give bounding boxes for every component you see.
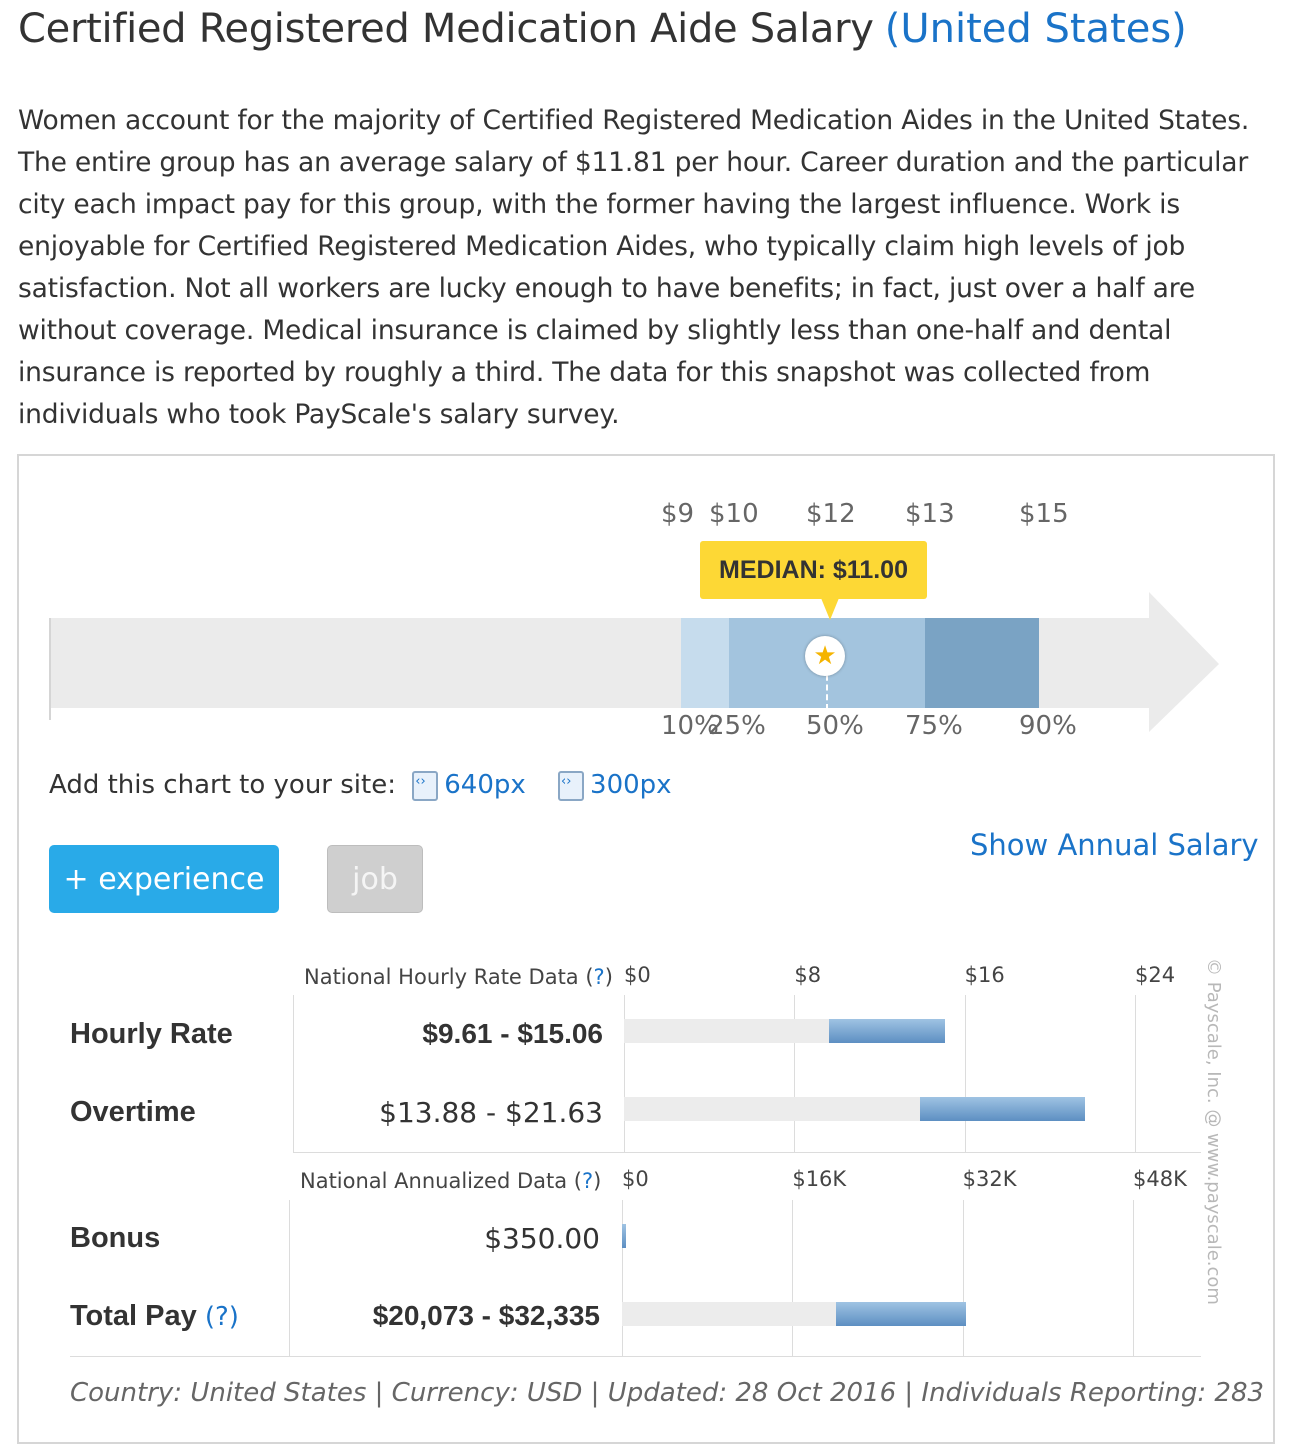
arrow-left-edge xyxy=(49,618,51,720)
title-text: Certified Registered Medication Aide Sal… xyxy=(18,6,874,52)
total-pay-text: Total Pay xyxy=(70,1300,197,1332)
embed-640-label: 640px xyxy=(444,770,526,800)
axis-tick-label: $0 xyxy=(624,963,651,987)
embed-label: Add this chart to your site: xyxy=(49,770,396,800)
grid-line xyxy=(1135,995,1136,1153)
grid-line xyxy=(624,995,625,1153)
embed-code-icon xyxy=(412,770,439,801)
grid-line xyxy=(622,1200,623,1356)
percentile-value-label: $15 xyxy=(1019,499,1069,529)
percentile-segment xyxy=(681,618,729,708)
hourly-rate-label: Hourly Rate xyxy=(70,1018,233,1050)
grid-line xyxy=(1133,1200,1134,1356)
percentile-value-label: $9 xyxy=(661,499,695,529)
show-annual-salary-link[interactable]: Show Annual Salary xyxy=(970,828,1259,862)
hourly-rate-value: $9.61 - $15.06 xyxy=(422,1018,603,1049)
total-pay-value: $20,073 - $32,335 xyxy=(372,1300,600,1331)
overtime-label: Overtime xyxy=(70,1096,196,1128)
axis-tick-label: $8 xyxy=(794,963,822,987)
payscale-watermark: © Payscale, Inc. @ www.payscale.com xyxy=(1203,958,1224,1305)
hourly-section-header: National Hourly Rate Data (?) xyxy=(304,965,613,989)
hourly-bottom-rule xyxy=(293,1152,1201,1153)
grid-line xyxy=(962,1200,964,1356)
percentile-label: 75% xyxy=(905,711,963,741)
annual-section-header: National Annualized Data (?) xyxy=(300,1169,602,1193)
grid-line xyxy=(792,1200,794,1356)
axis-tick-label: $48K xyxy=(1133,1167,1187,1191)
percentile-arrow-chart xyxy=(49,592,1219,732)
range-bar-fill xyxy=(919,1097,1085,1121)
embed-row: Add this chart to your site: 640px 300px xyxy=(49,770,672,801)
description-paragraph: Women account for the majority of Certif… xyxy=(18,105,1250,430)
range-bar-fill xyxy=(828,1019,945,1043)
embed-640-link[interactable]: 640px xyxy=(412,770,534,801)
axis-tick-label: $0 xyxy=(622,1167,649,1191)
median-callout: MEDIAN: $11.00 xyxy=(700,541,927,599)
median-callout-pointer xyxy=(821,598,839,620)
annual-value-divider xyxy=(289,1200,290,1356)
hourly-value-divider xyxy=(293,995,294,1153)
grid-line xyxy=(964,995,966,1153)
annual-bottom-rule xyxy=(70,1356,1201,1357)
experience-button[interactable]: + experience xyxy=(49,845,279,913)
embed-300-label: 300px xyxy=(590,770,672,800)
range-bar-fill xyxy=(835,1302,967,1326)
annual-help-icon[interactable]: ? xyxy=(581,1169,594,1193)
percentile-label: 90% xyxy=(1019,711,1077,741)
hourly-help-icon[interactable]: ? xyxy=(593,965,605,989)
bonus-value: $350.00 xyxy=(484,1222,600,1255)
location-link[interactable]: (United States) xyxy=(884,6,1187,52)
total-pay-help-icon[interactable]: (?) xyxy=(204,1302,239,1332)
percentile-label: 50% xyxy=(806,711,864,741)
overtime-value: $13.88 - $21.63 xyxy=(379,1096,603,1129)
axis-tick-label: $32K xyxy=(962,1167,1017,1191)
page-title: Certified Registered Medication Aide Sal… xyxy=(18,6,1187,52)
median-star-icon: ★ xyxy=(805,636,845,676)
embed-code-icon xyxy=(558,770,585,801)
bonus-label: Bonus xyxy=(70,1222,161,1254)
axis-tick-label: $24 xyxy=(1135,963,1176,987)
percentile-value-label: $13 xyxy=(905,499,955,529)
range-bar-fill xyxy=(622,1224,626,1248)
grid-line xyxy=(794,995,796,1153)
hourly-section-title: National Hourly Rate Data xyxy=(304,965,579,989)
annual-section-title: National Annualized Data xyxy=(300,1169,568,1193)
embed-300-link[interactable]: 300px xyxy=(558,770,672,801)
data-footer: Country: United States | Currency: USD |… xyxy=(70,1378,1265,1408)
median-dashed-line xyxy=(826,665,828,710)
percentile-label: 25% xyxy=(708,711,766,741)
job-button[interactable]: job xyxy=(327,845,423,913)
percentile-value-label: $12 xyxy=(806,499,856,529)
axis-tick-label: $16 xyxy=(964,963,1005,987)
axis-tick-label: $16K xyxy=(792,1167,847,1191)
total-pay-label: Total Pay (?) xyxy=(70,1300,239,1333)
percentile-value-label: $10 xyxy=(709,499,759,529)
percentile-segments xyxy=(681,618,1039,708)
percentile-segment xyxy=(925,618,1039,708)
percentile-label: 10% xyxy=(661,711,719,741)
